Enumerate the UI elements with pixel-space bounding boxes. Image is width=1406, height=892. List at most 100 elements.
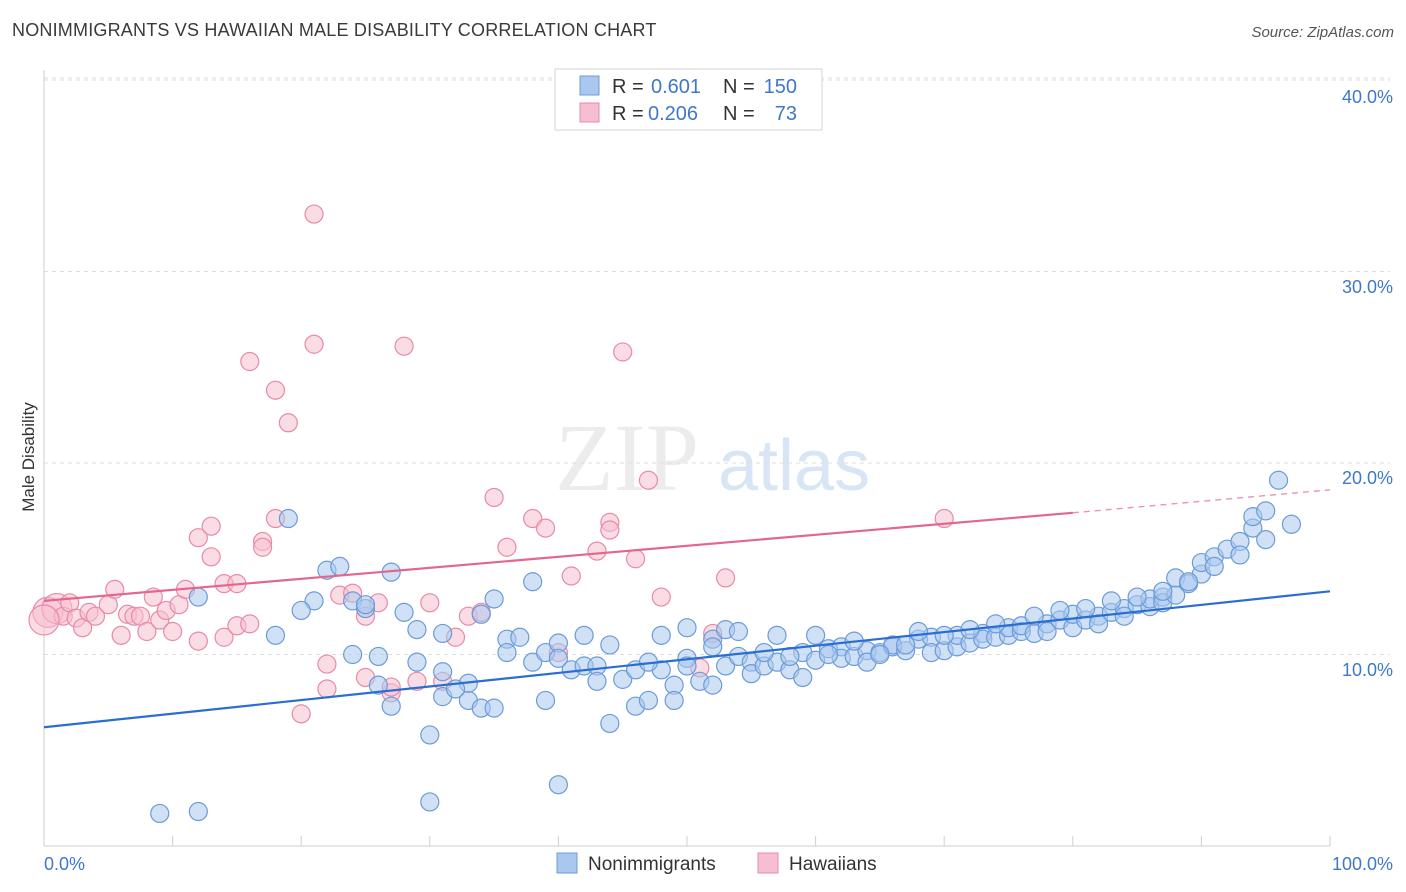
nonimmigrants-point xyxy=(420,725,440,745)
nonimmigrants-point xyxy=(1256,501,1276,521)
hawaiians-point xyxy=(188,528,208,548)
nonimmigrants-point xyxy=(535,690,556,711)
legend-n-value: 73 xyxy=(775,103,797,125)
bottom-legend-label-nonimmigrants: Nonimmigrants xyxy=(588,854,716,875)
hawaiians-point xyxy=(201,547,221,567)
bottom-legend-label-hawaiians: Hawaiians xyxy=(789,854,877,875)
chart-title: NONIMMIGRANTS VS HAWAIIAN MALE DISABILIT… xyxy=(12,20,657,40)
nonimmigrants-point xyxy=(728,621,749,642)
hawaiians-point xyxy=(613,342,633,362)
y-tick-label: 10.0% xyxy=(1342,660,1393,680)
hawaiians-point xyxy=(600,520,620,540)
nonimmigrants-point xyxy=(677,618,697,638)
nonimmigrants-point xyxy=(407,620,427,640)
hawaiians-trend-extension xyxy=(1072,489,1331,514)
nonimmigrants-point xyxy=(574,625,594,645)
hawaiians-point xyxy=(587,541,607,561)
y-axis-label: Male Disability xyxy=(19,402,38,512)
nonimmigrants-points xyxy=(150,470,1302,824)
nonimmigrants-point xyxy=(330,556,350,577)
nonimmigrants-point xyxy=(1178,572,1199,592)
hawaiians-point xyxy=(85,606,106,626)
hawaiians-point xyxy=(278,413,298,433)
nonimmigrants-point xyxy=(600,713,620,734)
nonimmigrants-point xyxy=(896,635,916,655)
nonimmigrants-point xyxy=(484,589,504,609)
x-tick-label-max: 100.0% xyxy=(1332,854,1393,874)
legend-swatch-hawaiians xyxy=(579,102,600,123)
nonimmigrants-point xyxy=(188,801,208,822)
nonimmigrants-point xyxy=(703,637,723,657)
hawaiians-point xyxy=(497,537,517,557)
nonimmigrants-point xyxy=(433,662,453,682)
trend-lines xyxy=(43,489,1331,729)
hawaiians-point xyxy=(28,604,60,636)
nonimmigrants-point xyxy=(638,690,659,711)
nonimmigrants-point xyxy=(1204,556,1224,577)
nonimmigrants-point xyxy=(1050,600,1070,621)
nonimmigrants-point xyxy=(805,625,826,645)
nonimmigrants-point xyxy=(510,627,530,647)
legend-n-label: N = xyxy=(723,103,755,125)
hawaiians-point xyxy=(253,537,273,557)
hawaiians-point xyxy=(638,470,659,490)
nonimmigrants-point xyxy=(523,652,543,672)
hawaiians-point xyxy=(523,508,543,529)
hawaiians-point xyxy=(111,625,131,645)
nonimmigrants-point xyxy=(934,625,954,645)
nonimmigrants-point xyxy=(368,646,388,667)
watermark: ZIP atlas xyxy=(555,404,870,511)
hawaiians-point xyxy=(163,621,183,642)
nonimmigrants-point xyxy=(1076,598,1096,619)
nonimmigrants-point xyxy=(368,675,388,695)
hawaiians-point xyxy=(651,587,671,607)
nonimmigrants-point xyxy=(265,625,286,645)
nonimmigrants-point xyxy=(818,644,839,665)
x-tick-marks xyxy=(43,836,1331,846)
legend-r-label: R = xyxy=(612,76,644,98)
legend-r-label: R = xyxy=(612,103,644,125)
y-tick-label: 40.0% xyxy=(1342,87,1393,107)
hawaiians-point xyxy=(240,351,260,372)
nonimmigrants-point xyxy=(433,623,453,644)
bottom-legend-swatch-hawaiians xyxy=(757,852,779,874)
hawaiians-point xyxy=(317,654,337,674)
legend-n-label: N = xyxy=(723,76,755,98)
nonimmigrants-point xyxy=(1153,581,1173,601)
legend-n-value: 150 xyxy=(764,76,797,98)
bottom-legend: Nonimmigrants Hawaiians xyxy=(556,852,877,875)
y-tick-label: 20.0% xyxy=(1342,468,1393,488)
nonimmigrants-point xyxy=(600,635,620,655)
nonimmigrants-point xyxy=(1127,587,1147,607)
hawaiians-point xyxy=(214,627,234,647)
nonimmigrants-point xyxy=(381,696,401,716)
nonimmigrants-point xyxy=(651,625,671,645)
nonimmigrants-point xyxy=(587,671,607,691)
nonimmigrants-point xyxy=(278,508,298,529)
hawaiians-point xyxy=(715,568,736,588)
nonimmigrants-point xyxy=(471,604,491,624)
hawaiians-point xyxy=(304,334,324,354)
legend-swatch-nonimmigrants xyxy=(579,75,600,96)
hawaiians-point xyxy=(407,671,427,691)
nonimmigrants-point xyxy=(986,614,1006,634)
nonimmigrants-point xyxy=(1037,621,1057,642)
nonimmigrants-point xyxy=(1268,470,1289,490)
legend-r-value: 0.206 xyxy=(648,103,698,125)
nonimmigrants-point xyxy=(394,602,414,622)
nonimmigrants-trend-line xyxy=(43,590,1331,729)
nonimmigrants-point xyxy=(1256,529,1276,550)
hawaiians-point xyxy=(535,518,556,538)
hawaiians-point xyxy=(420,593,440,613)
bottom-legend-swatch-nonimmigrants xyxy=(556,852,578,874)
nonimmigrants-point xyxy=(420,792,440,812)
nonimmigrants-point xyxy=(870,644,890,665)
nonimmigrants-point xyxy=(343,644,363,665)
nonimmigrants-point xyxy=(677,656,697,676)
nonimmigrants-point xyxy=(1230,545,1250,565)
hawaiians-point xyxy=(291,704,311,724)
svg-text:atlas: atlas xyxy=(718,426,870,506)
nonimmigrants-point xyxy=(548,775,569,795)
hawaiians-point xyxy=(304,204,324,224)
hawaiians-point xyxy=(137,621,157,642)
